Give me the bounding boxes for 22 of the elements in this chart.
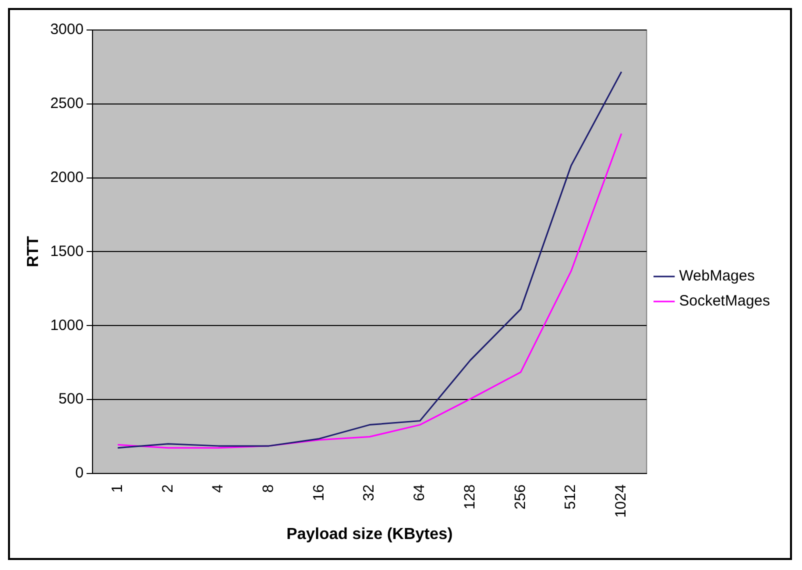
- x-tick-label: 64: [411, 484, 428, 502]
- x-tick-label: 32: [360, 484, 378, 502]
- x-tick-label: 2: [159, 484, 176, 493]
- y-tick-label: 1500: [50, 242, 84, 260]
- x-tick-label: 16: [310, 484, 328, 502]
- y-tick-label: 1000: [50, 316, 84, 334]
- x-tick-label: 4: [210, 484, 227, 493]
- legend-label: SocketMages: [679, 292, 770, 310]
- x-tick-label: 8: [260, 484, 277, 493]
- y-tick-label: 3000: [50, 21, 84, 38]
- y-tick-label: 500: [58, 390, 84, 408]
- x-tick-label: 128: [461, 484, 478, 510]
- x-tick-label: 256: [512, 484, 529, 510]
- legend-label: WebMages: [679, 268, 755, 285]
- x-tick-label: 512: [562, 484, 580, 510]
- y-axis-title: RTT: [25, 236, 42, 268]
- y-tick-label: 2500: [50, 95, 84, 112]
- y-tick-label: 0: [75, 464, 84, 482]
- y-tick-label: 2000: [50, 168, 84, 186]
- x-tick-label: 1: [108, 484, 126, 493]
- x-axis-title: Payload size (KBytes): [286, 526, 453, 543]
- x-tick-label: 1024: [612, 484, 630, 518]
